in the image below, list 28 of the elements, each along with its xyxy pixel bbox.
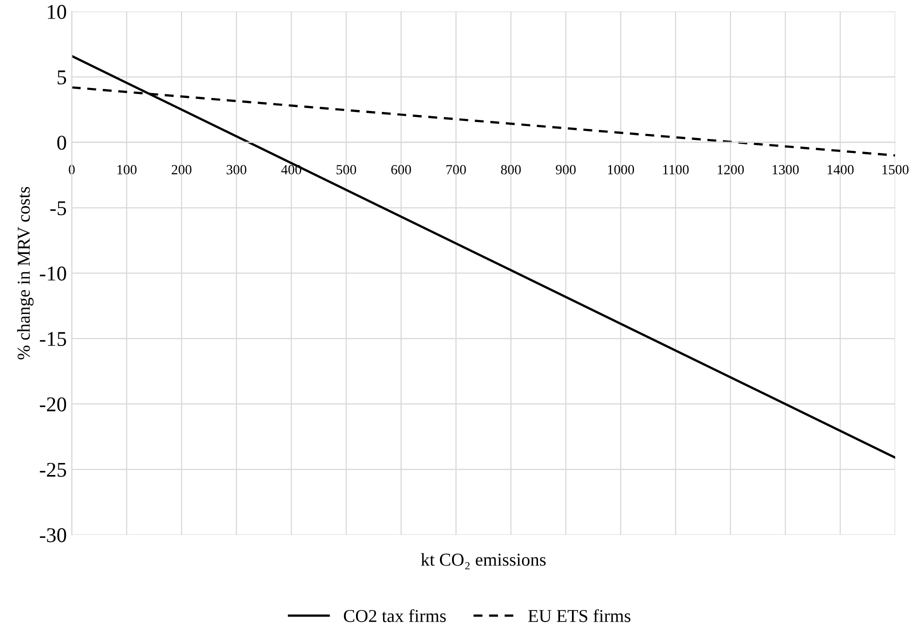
- y-axis-title: % change in MRV costs: [17, 186, 34, 360]
- x-tick-label: 1200: [718, 164, 744, 174]
- y-tick-label: 0: [57, 136, 66, 150]
- x-tick-label: 500: [336, 164, 356, 174]
- x-tick-label: 300: [226, 164, 246, 174]
- x-tick-label: 200: [172, 164, 192, 174]
- y-tick-label: -5: [50, 201, 66, 216]
- x-tick-label: 900: [556, 164, 576, 174]
- legend-label: EU ETS firms: [528, 609, 630, 622]
- y-tick-label: -20: [40, 397, 66, 412]
- x-tick-label: 0: [68, 164, 75, 174]
- y-tick-label: -15: [40, 332, 66, 346]
- x-tick-label: 1000: [608, 164, 634, 174]
- x-tick-label: 700: [446, 164, 466, 174]
- y-tick-label: 5: [58, 70, 66, 84]
- x-tick-label: 1100: [663, 164, 689, 174]
- y-tick-label: -30: [40, 528, 66, 542]
- x-tick-label: 1300: [772, 164, 799, 174]
- legend-label: CO2 tax firms: [344, 609, 446, 622]
- x-axis-title: kt CO₂ emissions: [420, 553, 546, 570]
- y-tick-label: -10: [40, 266, 66, 281]
- x-tick-label: 1400: [828, 164, 854, 174]
- x-tick-label: 1500: [882, 164, 909, 174]
- x-tick-label: 800: [501, 164, 521, 174]
- y-tick-label: -25: [40, 462, 66, 477]
- y-tick-label: 10: [48, 4, 66, 19]
- x-tick-label: 100: [117, 164, 137, 174]
- x-tick-label: 600: [391, 164, 412, 174]
